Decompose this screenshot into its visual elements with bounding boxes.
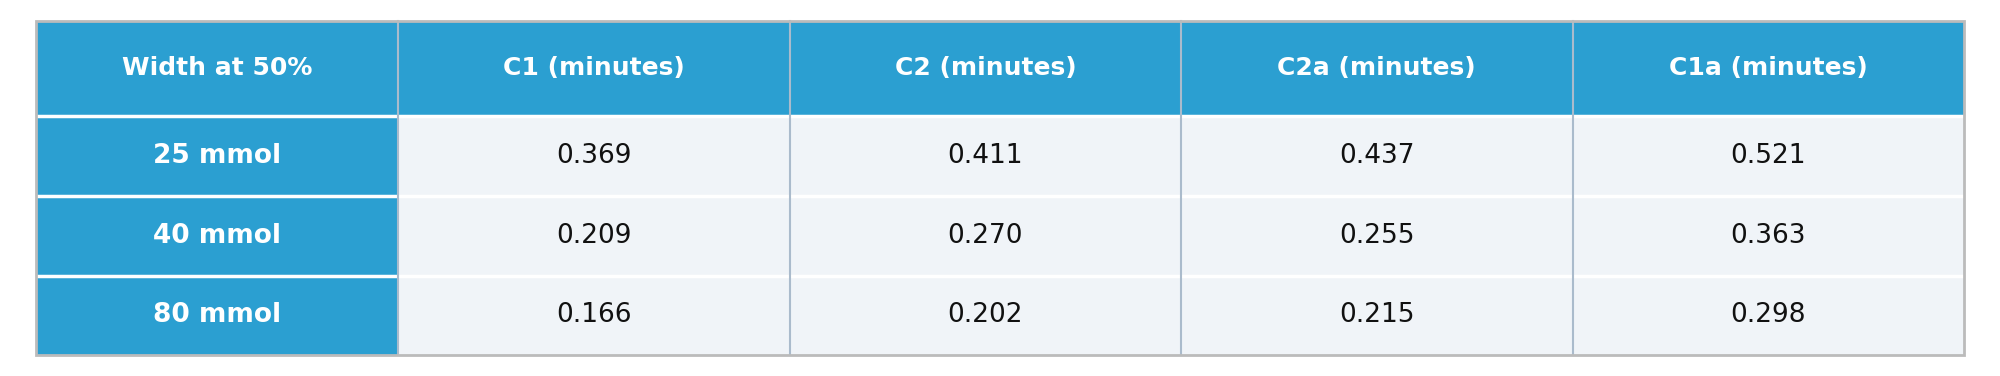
- Text: 80 mmol: 80 mmol: [152, 302, 282, 329]
- Text: 0.202: 0.202: [948, 302, 1024, 329]
- Text: C2a (minutes): C2a (minutes): [1278, 56, 1476, 80]
- Text: 0.209: 0.209: [556, 223, 632, 249]
- Text: Width at 50%: Width at 50%: [122, 56, 312, 80]
- Text: 0.521: 0.521: [1730, 143, 1806, 169]
- Text: 25 mmol: 25 mmol: [152, 143, 282, 169]
- Text: 0.363: 0.363: [1730, 223, 1806, 249]
- Text: 0.369: 0.369: [556, 143, 632, 169]
- Text: 0.437: 0.437: [1340, 143, 1414, 169]
- Text: C1 (minutes): C1 (minutes): [502, 56, 684, 80]
- Text: 0.270: 0.270: [948, 223, 1024, 249]
- Text: 0.255: 0.255: [1340, 223, 1414, 249]
- Text: C1a (minutes): C1a (minutes): [1668, 56, 1868, 80]
- Text: 0.298: 0.298: [1730, 302, 1806, 329]
- Text: 40 mmol: 40 mmol: [154, 223, 282, 249]
- Text: 0.215: 0.215: [1340, 302, 1414, 329]
- Text: 0.411: 0.411: [948, 143, 1024, 169]
- Text: 0.166: 0.166: [556, 302, 632, 329]
- Text: C2 (minutes): C2 (minutes): [894, 56, 1076, 80]
